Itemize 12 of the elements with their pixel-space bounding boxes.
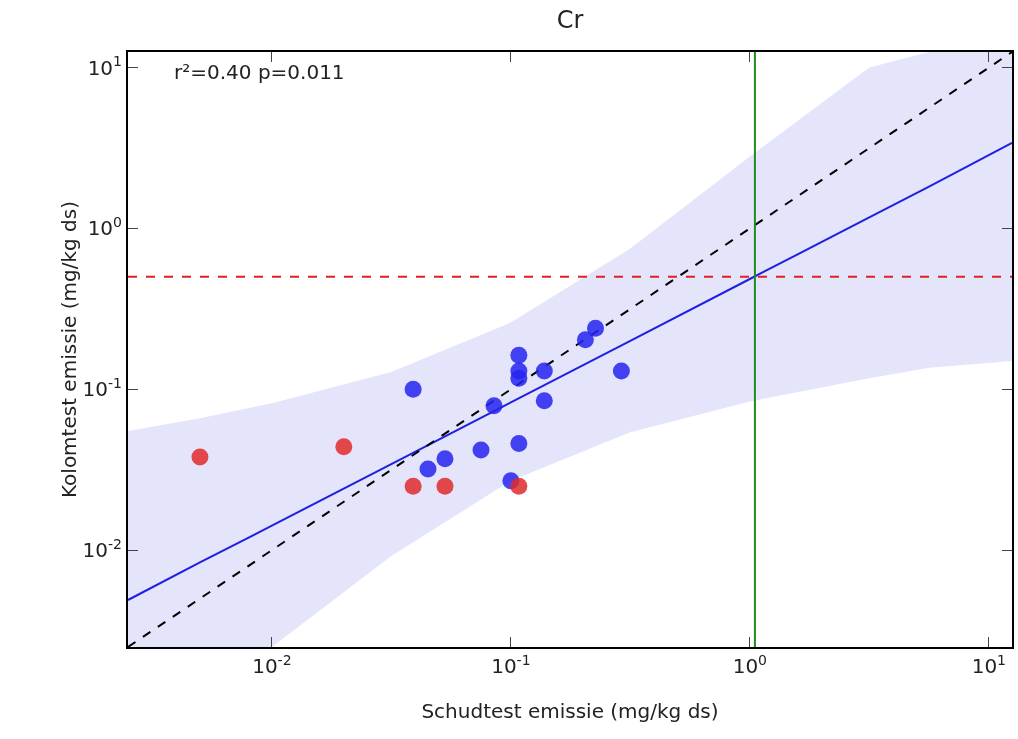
y-tick-label: 10$^{-1}$ bbox=[82, 374, 122, 402]
x-tick-label: 10$^{0}$ bbox=[732, 651, 768, 678]
y-tick-label: 10$^{-2}$ bbox=[82, 535, 122, 563]
y-tick-label: 10$^{1}$ bbox=[87, 53, 122, 80]
x-tick-label: 10$^{-1}$ bbox=[491, 651, 531, 678]
y-tick-label: 10$^{0}$ bbox=[87, 214, 122, 241]
x-tick-label: 10$^{-2}$ bbox=[252, 651, 292, 678]
chart-title: Cr bbox=[556, 5, 584, 34]
x-axis-title: Schudtest emissie (mg/kg ds) bbox=[421, 699, 719, 723]
y-axis-title: Kolomtest emissie (mg/kg ds) bbox=[56, 200, 81, 499]
annotation: r²=0.40 p=0.011 bbox=[174, 60, 345, 84]
x-tick-label: 10$^{1}$ bbox=[971, 651, 1007, 678]
